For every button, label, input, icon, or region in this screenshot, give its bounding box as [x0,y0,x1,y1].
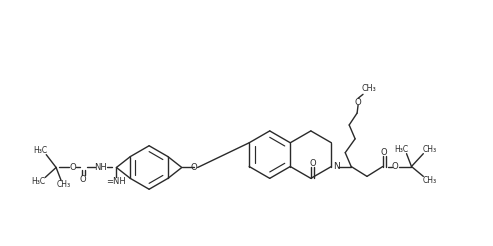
Text: O: O [190,163,197,172]
Text: CH₃: CH₃ [361,84,376,93]
Text: O: O [309,159,316,168]
Text: CH₃: CH₃ [422,145,436,154]
Text: O: O [354,98,361,107]
Text: O: O [70,163,76,172]
Text: O: O [80,175,87,184]
Text: CH₃: CH₃ [422,176,436,185]
Text: =NH: =NH [106,177,126,186]
Text: H₃C: H₃C [33,146,47,155]
Text: N: N [333,162,340,171]
Text: H₃C: H₃C [31,177,45,186]
Text: O: O [391,162,398,171]
Text: H₃C: H₃C [394,145,409,154]
Text: NH: NH [94,163,107,172]
Text: CH₃: CH₃ [57,180,71,189]
Text: O: O [381,148,387,157]
